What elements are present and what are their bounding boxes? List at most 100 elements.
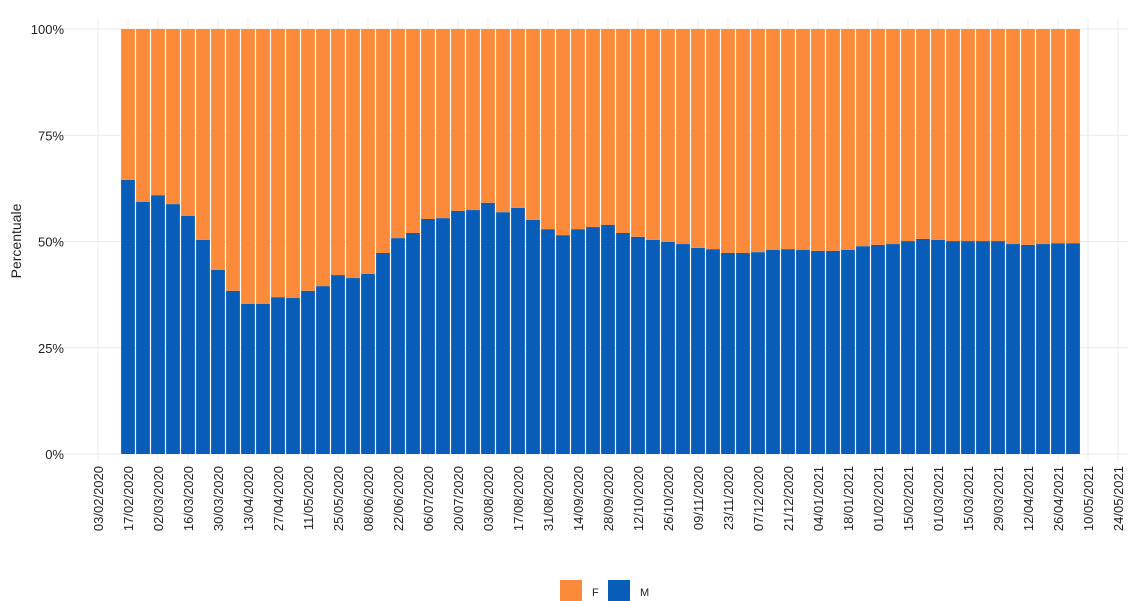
bar-segment — [841, 29, 855, 250]
x-tick-label: 02/03/2020 — [151, 466, 166, 531]
bar-segment — [526, 219, 540, 454]
legend-label: F — [592, 587, 599, 599]
x-tick-label: 08/06/2020 — [361, 466, 376, 531]
bar-segment — [976, 241, 990, 454]
bar-segment — [586, 227, 600, 454]
bar-segment — [451, 29, 465, 211]
bar-segment — [991, 29, 1005, 242]
bar-segment — [646, 239, 660, 454]
bar-segment — [571, 229, 585, 454]
bar-segment — [811, 250, 825, 454]
x-tick-label: 26/10/2020 — [661, 466, 676, 531]
bar-segment — [466, 29, 480, 211]
x-tick-label: 14/09/2020 — [571, 466, 586, 531]
x-tick-label: 31/08/2020 — [541, 466, 556, 531]
bar-segment — [736, 252, 750, 454]
bar-segment — [1006, 29, 1020, 245]
bar-segment — [181, 29, 195, 216]
bar-segment — [211, 269, 225, 454]
bar-segment — [151, 195, 165, 455]
legend-label: M — [640, 587, 649, 599]
bar-segment — [571, 29, 585, 230]
bar-segment — [616, 29, 630, 233]
bar-segment — [661, 241, 675, 454]
bar-segment — [976, 29, 990, 242]
x-tick-label: 10/05/2021 — [1081, 466, 1096, 531]
x-tick-label: 17/08/2020 — [511, 466, 526, 531]
bar-segment — [406, 233, 420, 454]
bar-segment — [121, 179, 135, 454]
bar-segment — [271, 297, 285, 454]
y-tick-label: 100% — [31, 22, 65, 37]
x-tick-label: 03/08/2020 — [481, 466, 496, 531]
bar-segment — [391, 238, 405, 454]
bar-segment — [676, 29, 690, 245]
bar-segment — [346, 29, 360, 279]
bar-segment — [286, 29, 300, 299]
bar-segment — [691, 29, 705, 248]
bar-segment — [961, 29, 975, 242]
bar-segment — [871, 29, 885, 245]
bar-segment — [226, 29, 240, 291]
bar-segment — [496, 212, 510, 454]
x-tick-label: 23/11/2020 — [721, 466, 736, 530]
x-tick-label: 30/03/2020 — [211, 466, 226, 531]
x-tick-label: 15/03/2021 — [961, 466, 976, 531]
x-tick-label: 20/07/2020 — [451, 466, 466, 531]
bar-segment — [361, 273, 375, 454]
x-tick-label: 06/07/2020 — [421, 466, 436, 531]
x-tick-label: 04/01/2021 — [811, 466, 826, 531]
bar-segment — [901, 29, 915, 242]
bar-segment — [766, 250, 780, 454]
x-tick-label: 07/12/2020 — [751, 466, 766, 531]
bar-segment — [946, 29, 960, 242]
bar-segment — [271, 29, 285, 298]
bar-segment — [916, 29, 930, 239]
bar-segment — [871, 244, 885, 454]
bar-segment — [451, 210, 465, 454]
bar-segment — [556, 235, 570, 454]
bar-segment — [121, 29, 135, 180]
bar-segment — [316, 29, 330, 287]
x-tick-label: 12/10/2020 — [631, 466, 646, 531]
bar-segment — [856, 246, 870, 454]
bar-segment — [946, 241, 960, 454]
bar-segment — [901, 241, 915, 454]
y-tick-label: 25% — [38, 341, 64, 356]
bar-segment — [706, 249, 720, 454]
bar-segment — [181, 216, 195, 454]
x-tick-label: 09/11/2020 — [691, 466, 706, 530]
bar-segment — [256, 303, 270, 454]
x-tick-label: 01/02/2021 — [871, 466, 886, 531]
x-tick-label: 01/03/2021 — [931, 466, 946, 531]
x-tick-label: 17/02/2020 — [121, 466, 136, 531]
x-tick-label: 29/03/2021 — [991, 466, 1006, 531]
bar-segment — [466, 210, 480, 454]
bar-segment — [886, 29, 900, 245]
bar-segment — [616, 233, 630, 454]
bar-segment — [136, 29, 150, 202]
bar-segment — [721, 252, 735, 454]
bar-segment — [166, 29, 180, 205]
bar-segment — [781, 249, 795, 454]
bar-segment — [391, 29, 405, 239]
bar-segment — [376, 29, 390, 253]
bar-segment — [541, 229, 555, 454]
bar-segment — [706, 29, 720, 250]
bar-segment — [751, 29, 765, 253]
bar-segment — [511, 29, 525, 208]
bar-segment — [961, 241, 975, 454]
bar-segment — [421, 218, 435, 454]
bar-segment — [1051, 243, 1065, 454]
bar-segment — [856, 29, 870, 247]
bar-segment — [286, 298, 300, 454]
bar-segment — [1021, 29, 1035, 245]
x-tick-label: 26/04/2021 — [1051, 466, 1066, 531]
bar-segment — [211, 29, 225, 270]
y-tick-label: 50% — [38, 235, 64, 250]
bar-segment — [481, 202, 495, 454]
bar-segment — [631, 29, 645, 237]
bar-segment — [676, 244, 690, 454]
bar-segment — [196, 239, 210, 454]
